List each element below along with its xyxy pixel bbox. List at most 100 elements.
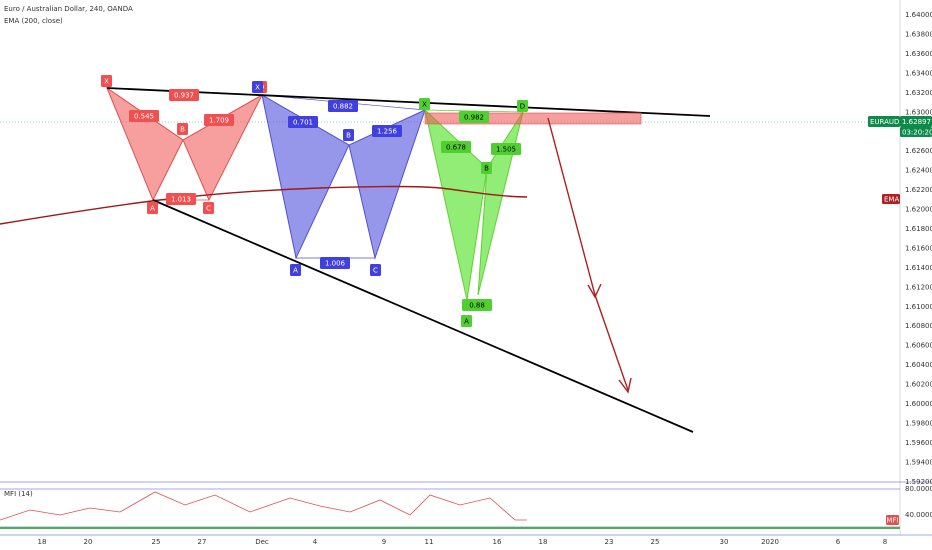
pattern-ratio-label: 1.006 [325,260,346,268]
pattern-point-label: B [346,132,351,140]
pattern-ratio-label-bg [166,193,196,205]
symbol-tag-bg [868,116,900,127]
pattern-ratio-label-bg [441,141,471,153]
price-tick-label: 1.59600 [905,439,932,447]
symbol-title: Euro / Australian Dollar, 240, OANDA [4,5,133,13]
symbol-tag: EURAUD [870,118,899,126]
countdown-tag-bg [900,127,932,137]
indicator-title: EMA (200, close) [4,17,63,25]
pattern-point-label-bg [481,162,492,174]
pattern-ratio-label: 0.88 [469,302,485,310]
time-tick-label: 11 [425,538,434,546]
price-tick-label: 1.60200 [905,381,932,389]
price-tick-label: 1.63800 [905,30,932,38]
pattern-triangle [424,108,488,301]
pattern-ratio-label-bg [169,89,199,101]
price-tick-label: 1.62200 [905,186,932,194]
pattern-point-label-bg [203,202,214,214]
pattern-point-label-bg [177,123,188,135]
mfi-tick-label: 40.0000 [905,511,932,519]
pattern-ratio-label-bg [459,111,489,123]
pattern-point-label-bg [252,81,263,93]
mfi-tag-bg [886,515,899,525]
mfi-tick-label: 80.0000 [905,485,932,493]
pattern-point-label-bg [419,98,430,110]
pattern-point-label-bg [461,315,472,327]
ema-tag: EMA [884,196,899,204]
price-tick-label: 1.60600 [905,342,932,350]
price-tick-label: 1.61600 [905,244,932,252]
time-tick-label: 27 [198,538,207,546]
trend-line [152,199,694,433]
price-tick-label: 1.64000 [905,11,932,19]
price-tick-label: 1.59800 [905,419,932,427]
arrow-head [587,283,602,299]
projection-arrow [547,117,629,391]
pattern-ratio-label: 1.256 [377,128,398,136]
pattern-line [106,87,263,141]
mfi-lower-band [0,527,900,529]
price-tick-label: 1.59400 [905,458,932,466]
pattern-point-label: C [373,267,378,275]
pattern-ratio-label-bg [372,125,402,137]
ema-line [0,185,528,225]
pattern-ratio-label-bg [288,116,318,128]
pattern-point-label-bg [101,75,112,87]
pattern-ratio-label: 0.882 [333,103,353,111]
pattern-point-label: D [520,103,525,111]
pattern-point-label: A [464,318,469,326]
pattern-point-label-bg [343,129,354,141]
pattern-triangle [477,111,524,296]
pattern-ratio-label: 1.505 [496,146,516,154]
pattern-point-label: C [206,205,211,213]
pattern-point-label: B [180,126,185,134]
arrow-head [618,377,632,394]
time-tick-label: 9 [382,538,386,546]
price-tick-label: 1.60400 [905,361,932,369]
time-tick-label: Dec [255,538,269,546]
pattern-point-label: A [150,205,155,213]
price-tick-label: 1.59200 [905,478,932,486]
pattern-ratio-label-bg [328,100,358,112]
pattern-ratio-label: 0.545 [134,113,154,121]
pattern-point-label-bg [290,264,301,276]
price-tick-label: 1.60800 [905,322,932,330]
price-tag: 1.62897 [902,118,931,126]
mfi-tag: MFI [886,517,898,525]
price-tick-label: 1.61200 [905,283,932,291]
time-tick-label: 16 [493,538,502,546]
price-tick-label: 1.61000 [905,303,932,311]
price-tag-bg [900,116,932,127]
price-tick-label: 1.61800 [905,225,932,233]
mfi-line [0,491,527,521]
pattern-point-label: B [484,165,489,173]
pattern-ratio-label-bg [491,143,521,155]
pattern-ratio-label-bg [129,110,159,122]
price-tick-label: 1.62600 [905,147,932,155]
pattern-ratio-label: 1.709 [209,117,229,125]
pattern-ratio-label: 1.013 [171,196,191,204]
time-tick-label: 8 [883,538,887,546]
time-tick-label: 20 [84,538,93,546]
pattern-ratio-label-bg [320,257,350,269]
zone [424,112,642,125]
time-tick-label: 18 [38,538,47,546]
time-tick-label: 25 [152,538,161,546]
pattern-ratio-label-bg [204,114,234,126]
mfi-title: MFI (14) [4,490,33,498]
price-tick-label: 1.63400 [905,69,932,77]
time-tick-label: 18 [539,538,548,546]
pattern-ratio-label: 0.678 [446,144,466,152]
time-tick-label: 6 [836,538,841,546]
price-tick-label: 1.63600 [905,50,932,58]
time-tick-label: 30 [720,538,729,546]
price-tick-label: 1.62000 [905,206,932,214]
pattern-point-label: X [255,84,260,92]
pattern-point-label: X [104,78,109,86]
pattern-point-label-bg [370,264,381,276]
pattern-ratio-label: 0.937 [174,92,194,100]
pattern-ratio-label: 0.982 [464,114,484,122]
pattern-ratio-label: 0.701 [293,119,313,127]
pattern-point-label: A [293,267,298,275]
